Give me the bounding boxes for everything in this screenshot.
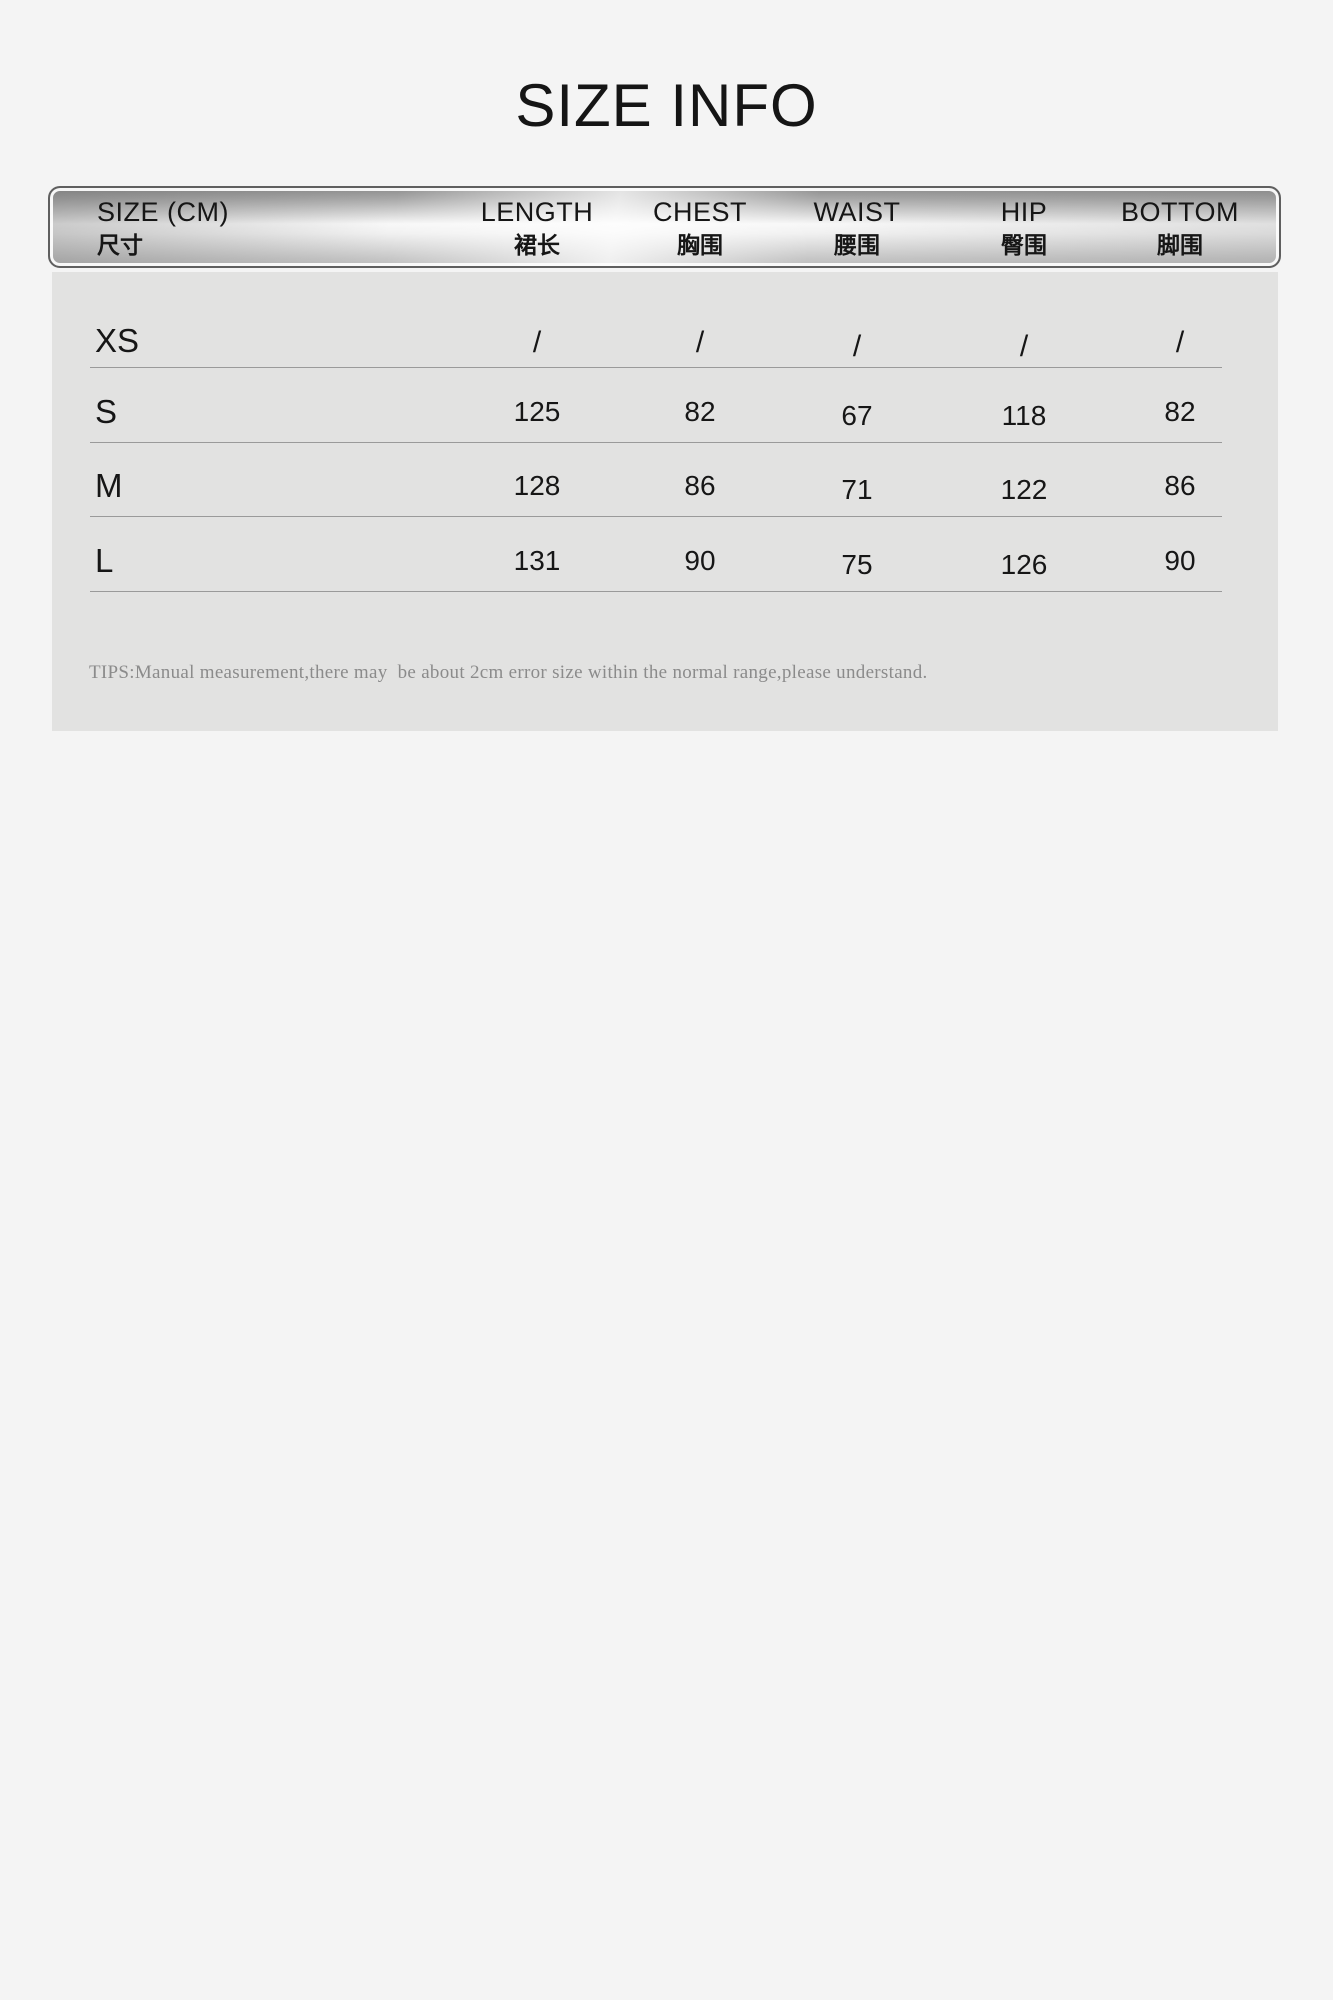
column-header-chest-en: CHEST xyxy=(652,196,747,227)
table-row-l: L 131 90 75 126 90 xyxy=(90,517,1222,592)
cell-s-hip: 118 xyxy=(1001,399,1047,431)
column-header-chest-zh: 胸围 xyxy=(677,231,723,258)
cell-m-waist: 71 xyxy=(841,474,873,505)
column-header-size-zh: 尺寸 xyxy=(97,231,143,258)
size-label-m: M xyxy=(95,467,123,504)
column-header-length-en: LENGTH xyxy=(480,196,594,227)
column-header-bottom-en: BOTTOM xyxy=(1121,196,1240,227)
cell-xs-hip: / xyxy=(1019,330,1029,363)
cell-m-length: 128 xyxy=(513,470,561,501)
column-header-hip-en: HIP xyxy=(1000,196,1048,227)
cell-xs-waist: / xyxy=(852,330,862,363)
column-header-bottom-zh: 脚围 xyxy=(1157,231,1203,258)
cell-xs-bottom: / xyxy=(1175,326,1185,359)
cell-s-waist: 67 xyxy=(841,399,873,431)
cell-m-hip: 122 xyxy=(1000,474,1048,505)
column-header-waist-en: WAIST xyxy=(813,196,901,227)
cell-xs-chest: / xyxy=(695,326,705,359)
column-header-length-zh: 裙长 xyxy=(514,231,560,258)
cell-l-length: 131 xyxy=(513,544,561,576)
table-row-xs: XS / / / / / xyxy=(90,272,1222,368)
cell-xs-length: / xyxy=(532,326,542,359)
cell-l-bottom: 90 xyxy=(1164,544,1196,576)
cell-s-bottom: 82 xyxy=(1164,395,1196,427)
size-table-body: XS / / / / / S 125 82 67 118 82 M 128 86… xyxy=(90,272,1222,592)
cell-m-chest: 86 xyxy=(684,470,716,501)
size-table-header-bar: SIZE (CM) 尺寸 LENGTH 裙长 CHEST 胸围 WAIST 腰围… xyxy=(48,186,1281,268)
column-header-waist-zh: 腰围 xyxy=(834,231,880,258)
table-row-s: S 125 82 67 118 82 xyxy=(90,368,1222,443)
size-label-s: S xyxy=(95,392,118,430)
size-table-header-row: SIZE (CM) 尺寸 LENGTH 裙长 CHEST 胸围 WAIST 腰围… xyxy=(50,188,1279,266)
size-label-l: L xyxy=(95,541,114,579)
table-row-m: M 128 86 71 122 86 xyxy=(90,443,1222,517)
cell-m-bottom: 86 xyxy=(1164,470,1196,501)
tips-note: TIPS:Manual measurement,there may be abo… xyxy=(89,662,928,683)
column-header-chest: CHEST 胸围 xyxy=(596,197,804,258)
cell-s-length: 125 xyxy=(513,395,561,427)
size-label-xs: XS xyxy=(95,322,140,359)
column-header-waist: WAIST 腰围 xyxy=(804,197,910,258)
column-header-bottom: BOTTOM 脚围 xyxy=(1121,197,1239,258)
cell-l-chest: 90 xyxy=(684,544,716,576)
column-header-hip: HIP 臀围 xyxy=(910,197,1138,258)
size-table-panel: XS / / / / / S 125 82 67 118 82 M 128 86… xyxy=(52,272,1278,731)
column-header-size-en: SIZE (CM) xyxy=(97,196,229,227)
column-header-length: LENGTH 裙长 xyxy=(478,197,596,258)
cell-l-hip: 126 xyxy=(1000,548,1048,580)
column-header-size: SIZE (CM) 尺寸 xyxy=(90,197,478,258)
page-title: SIZE INFO xyxy=(515,72,818,139)
cell-l-waist: 75 xyxy=(841,548,873,580)
cell-s-chest: 82 xyxy=(684,395,716,427)
column-header-hip-zh: 臀围 xyxy=(1001,231,1047,258)
